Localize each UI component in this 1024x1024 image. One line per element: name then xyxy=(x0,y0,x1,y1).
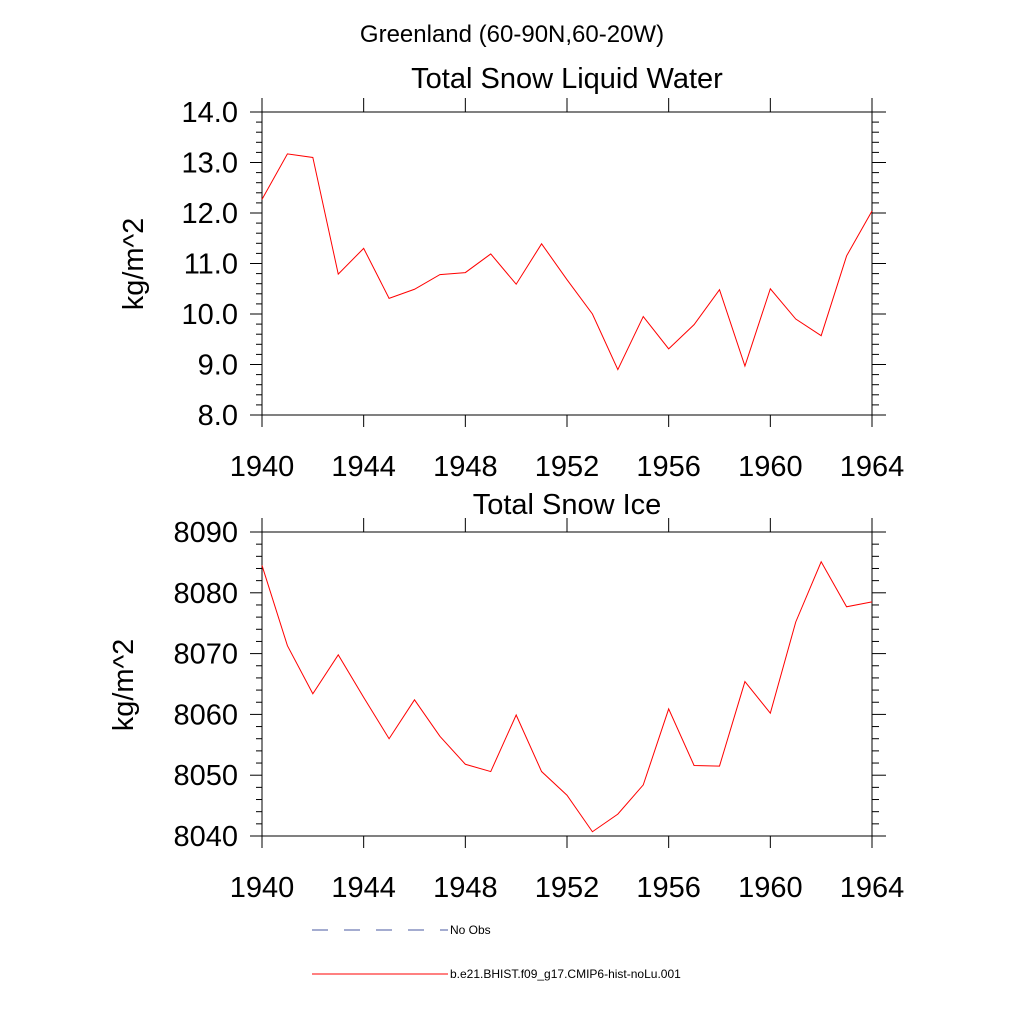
x-tick-label: 1948 xyxy=(433,451,498,483)
series-layer xyxy=(261,560,873,833)
plot-frame xyxy=(261,111,873,416)
legend-label: No Obs xyxy=(450,923,491,937)
y-axis-label: kg/m^2 xyxy=(108,639,140,732)
plot-frame xyxy=(261,531,873,837)
y-tick-label: 8.0 xyxy=(198,400,238,432)
legend: No Obs b.e21.BHIST.f09_g17.CMIP6-hist-no… xyxy=(312,923,681,981)
chart-title: Total Snow Liquid Water xyxy=(411,63,723,95)
series-line xyxy=(261,153,873,371)
axis-tick-labels: 1940 1944 1948 1952 1956 1960 1964 8.0 9.0 10.0 11… xyxy=(182,97,905,483)
y-tick-label: 10.0 xyxy=(182,299,238,331)
x-tick-label: 1944 xyxy=(331,451,396,483)
figure-title: Greenland (60-90N,60-20W) xyxy=(360,21,664,48)
x-tick-label: 1940 xyxy=(230,451,295,483)
chart-panel-liquid-water: Total Snow Liquid Water kg/m^2 1940 1944 1… xyxy=(118,63,904,483)
axis-ticks xyxy=(250,518,886,848)
x-tick-label: 1944 xyxy=(331,872,396,904)
y-tick-label: 8070 xyxy=(173,639,238,671)
y-tick-label: 8080 xyxy=(173,578,238,610)
y-tick-label: 11.0 xyxy=(184,249,238,281)
x-tick-label: 1964 xyxy=(840,872,905,904)
y-tick-label: 8090 xyxy=(173,517,238,549)
x-tick-label: 1952 xyxy=(535,872,600,904)
axis-ticks xyxy=(250,98,886,427)
legend-label: b.e21.BHIST.f09_g17.CMIP6-hist-noLu.001 xyxy=(450,967,681,981)
x-tick-label: 1952 xyxy=(535,451,600,483)
legend-item-model: b.e21.BHIST.f09_g17.CMIP6-hist-noLu.001 xyxy=(312,967,681,981)
x-tick-label: 1956 xyxy=(636,451,701,483)
x-tick-label: 1940 xyxy=(230,872,295,904)
series-layer xyxy=(261,153,873,371)
x-tick-label: 1964 xyxy=(840,451,905,483)
chart-title: Total Snow Ice xyxy=(473,489,662,521)
y-axis-label: kg/m^2 xyxy=(118,218,150,311)
y-tick-label: 13.0 xyxy=(182,148,238,180)
series-line xyxy=(261,560,873,833)
y-tick-label: 8060 xyxy=(173,699,238,731)
chart-panel-snow-ice: Total Snow Ice kg/m^2 1940 1944 1948 1952 19… xyxy=(108,489,904,904)
axis-tick-labels: 1940 1944 1948 1952 1956 1960 1964 8040 8050 8060… xyxy=(173,517,904,904)
legend-item-no-obs: No Obs xyxy=(312,923,491,937)
y-tick-label: 14.0 xyxy=(182,97,238,129)
y-tick-label: 8050 xyxy=(173,760,238,792)
y-tick-label: 8040 xyxy=(173,821,238,853)
y-tick-label: 9.0 xyxy=(198,350,238,382)
x-tick-label: 1956 xyxy=(636,872,701,904)
x-tick-label: 1960 xyxy=(738,872,803,904)
y-tick-label: 12.0 xyxy=(182,198,238,230)
x-tick-label: 1948 xyxy=(433,872,498,904)
x-tick-label: 1960 xyxy=(738,451,803,483)
